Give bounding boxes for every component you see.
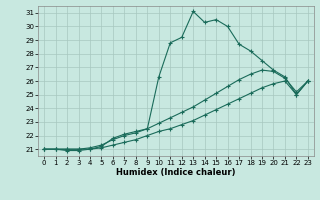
X-axis label: Humidex (Indice chaleur): Humidex (Indice chaleur) — [116, 168, 236, 177]
